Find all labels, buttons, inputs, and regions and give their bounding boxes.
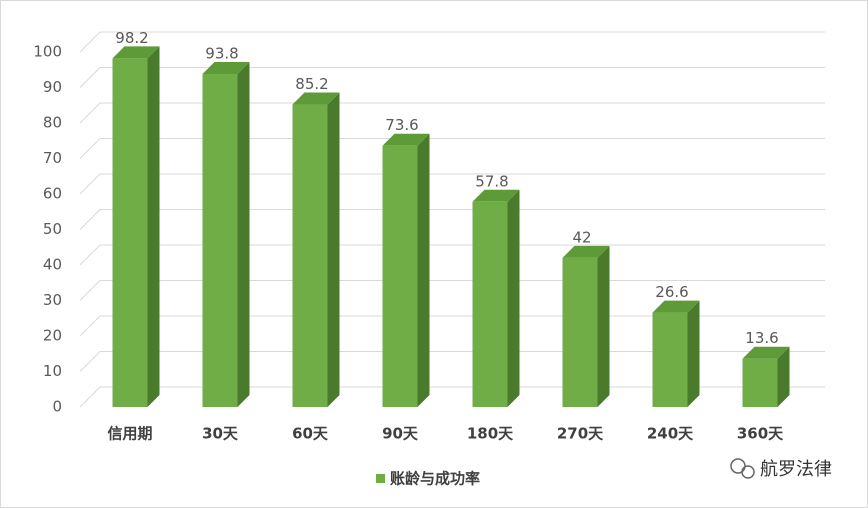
y-tick-label: 50 [43, 220, 62, 238]
watermark: 航罗法律 [730, 458, 832, 480]
y-tick-label: 40 [43, 256, 62, 274]
x-tick-label: 60天 [292, 425, 329, 443]
bar [472, 201, 508, 407]
grid-line [79, 209, 825, 230]
value-label: 26.6 [655, 283, 688, 301]
bar-top [292, 92, 340, 105]
bar-side [777, 346, 790, 407]
bar [112, 58, 148, 407]
x-tick-label: 30天 [202, 425, 239, 443]
bar-top [112, 46, 160, 59]
bar [202, 74, 238, 407]
y-tick-label: 20 [43, 327, 62, 345]
bar-top [202, 62, 250, 75]
x-tick-label: 240天 [647, 425, 694, 443]
bar-top [562, 245, 610, 258]
y-tick-label: 0 [52, 398, 62, 416]
bar-top [742, 346, 790, 359]
x-tick-label: 270天 [557, 425, 604, 443]
bar-side [507, 189, 520, 407]
bar-side [597, 245, 610, 407]
bar-side [237, 62, 250, 407]
value-label: 93.8 [205, 45, 238, 63]
bar-side [417, 133, 430, 407]
grid-line [79, 102, 825, 124]
bar [382, 145, 418, 407]
watermark-text: 航罗法律 [760, 459, 832, 480]
legend-label: 账龄与成功率 [390, 470, 480, 488]
value-label: 13.6 [745, 329, 778, 347]
bar-side [147, 46, 160, 407]
grid-line [79, 138, 825, 159]
grid-line [79, 31, 825, 53]
value-label: 73.6 [385, 116, 418, 134]
x-tick-label: 90天 [382, 425, 419, 443]
bar [562, 257, 598, 407]
y-tick-label: 30 [43, 291, 62, 309]
bar [652, 312, 688, 407]
grid-line [79, 67, 825, 88]
bar-side [687, 300, 700, 407]
grid-line [79, 173, 825, 195]
bar-top [472, 189, 520, 202]
bar-top [652, 300, 700, 313]
watermark-icon [741, 465, 755, 479]
value-label: 42 [572, 228, 591, 246]
y-tick-label: 70 [43, 149, 62, 167]
value-label: 85.2 [295, 75, 328, 93]
bar [292, 104, 328, 407]
bar-side [327, 92, 340, 407]
y-tick-label: 80 [43, 114, 62, 132]
x-tick-label: 180天 [467, 425, 514, 443]
y-tick-label: 90 [43, 78, 62, 96]
grid-line [79, 244, 825, 266]
x-tick-label: 360天 [737, 425, 784, 443]
bar [742, 358, 778, 407]
x-tick-label: 信用期 [107, 425, 152, 443]
bar-top [382, 133, 430, 146]
value-label: 98.2 [115, 29, 148, 47]
y-tick-label: 10 [43, 362, 62, 380]
y-tick-label: 100 [33, 43, 62, 61]
value-label: 57.8 [475, 172, 508, 190]
y-tick-label: 60 [43, 185, 62, 203]
legend-swatch [376, 474, 385, 483]
